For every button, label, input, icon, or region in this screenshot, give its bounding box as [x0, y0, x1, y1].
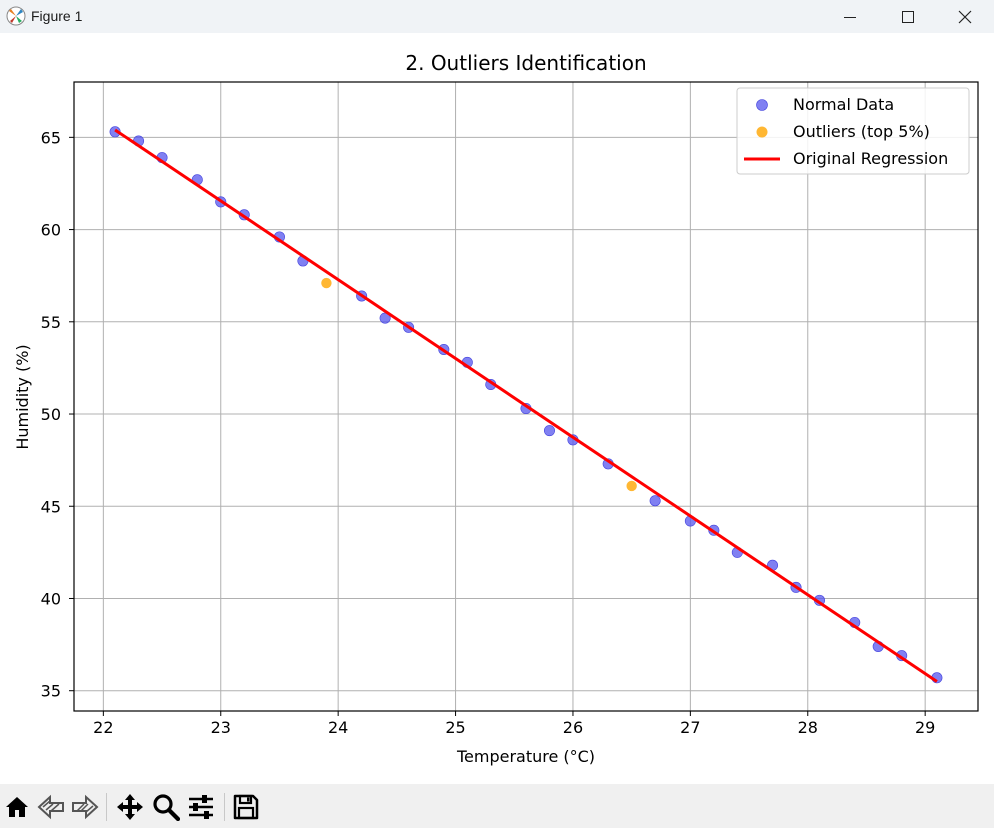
- save-icon: [233, 794, 259, 820]
- zoom-button[interactable]: [151, 792, 181, 822]
- y-axis-label: Humidity (%): [13, 344, 32, 449]
- x-tick-label: 29: [915, 718, 935, 737]
- y-tick-label: 40: [41, 589, 61, 608]
- legend-label-outliers: Outliers (top 5%): [793, 122, 930, 141]
- normal-data-point: [649, 495, 661, 507]
- outlier-data-point: [321, 277, 332, 289]
- maximize-icon: [902, 10, 914, 23]
- x-tick-label: 27: [680, 718, 700, 737]
- legend-marker-normal: [756, 99, 768, 111]
- pan-button[interactable]: [115, 792, 145, 822]
- x-tick-label: 24: [328, 718, 348, 737]
- toolbar-separator: [224, 793, 225, 821]
- y-tick-label: 50: [41, 405, 61, 424]
- axis-ticks: 22 23 24 25 26 27 28 29 35 40 45 50 55 60 65: [41, 128, 936, 737]
- scatter-chart: 22 23 24 25 26 27 28 29 35 40 45 50 55 60 65 2. Outlie…: [13, 51, 979, 766]
- outlier-data-point: [626, 480, 637, 492]
- home-button[interactable]: [2, 792, 32, 822]
- legend-label-regression: Original Regression: [793, 149, 948, 168]
- close-button[interactable]: [936, 0, 994, 33]
- back-button[interactable]: [36, 792, 66, 822]
- back-icon: [37, 794, 64, 820]
- figure-canvas[interactable]: 22 23 24 25 26 27 28 29 35 40 45 50 55 60 65 2. Outlie…: [0, 33, 994, 784]
- normal-data-point: [543, 425, 555, 437]
- configure-subplots-button[interactable]: [186, 792, 216, 822]
- legend: Normal Data Outliers (top 5%) Original R…: [736, 87, 970, 175]
- forward-icon: [72, 794, 99, 820]
- configure-subplots-icon: [189, 795, 213, 819]
- legend-label-normal: Normal Data: [793, 95, 894, 114]
- axes-frame: [73, 81, 979, 712]
- y-tick-label: 35: [41, 682, 61, 701]
- y-tick-label: 55: [41, 313, 61, 332]
- y-tick-label: 65: [41, 128, 61, 147]
- minimize-icon: [844, 16, 856, 18]
- y-tick-label: 45: [41, 497, 61, 516]
- legend-box: [736, 87, 970, 175]
- forward-button[interactable]: [70, 792, 100, 822]
- x-tick-label: 22: [93, 718, 113, 737]
- legend-marker-outliers: [756, 126, 768, 138]
- home-icon: [6, 797, 28, 817]
- grid-lines: [74, 82, 978, 711]
- x-tick-label: 28: [798, 718, 818, 737]
- navigation-toolbar: [0, 784, 994, 828]
- zoom-icon: [153, 794, 180, 821]
- minimize-button[interactable]: [821, 0, 879, 33]
- maximize-button[interactable]: [879, 0, 937, 33]
- data-series: [109, 126, 943, 684]
- y-tick-label: 60: [41, 221, 61, 240]
- x-axis-label: Temperature (°C): [456, 747, 595, 766]
- save-button[interactable]: [231, 792, 261, 822]
- x-tick-label: 23: [211, 718, 231, 737]
- toolbar-separator: [106, 793, 107, 821]
- matplotlib-app-icon: [6, 6, 26, 26]
- close-icon: [958, 10, 972, 23]
- x-tick-label: 26: [563, 718, 583, 737]
- regression-line: [114, 128, 938, 683]
- window-titlebar: Figure 1: [0, 0, 994, 33]
- x-tick-label: 25: [445, 718, 465, 737]
- chart-title: 2. Outliers Identification: [405, 51, 646, 75]
- pan-icon: [117, 794, 143, 820]
- window-title: Figure 1: [31, 8, 83, 24]
